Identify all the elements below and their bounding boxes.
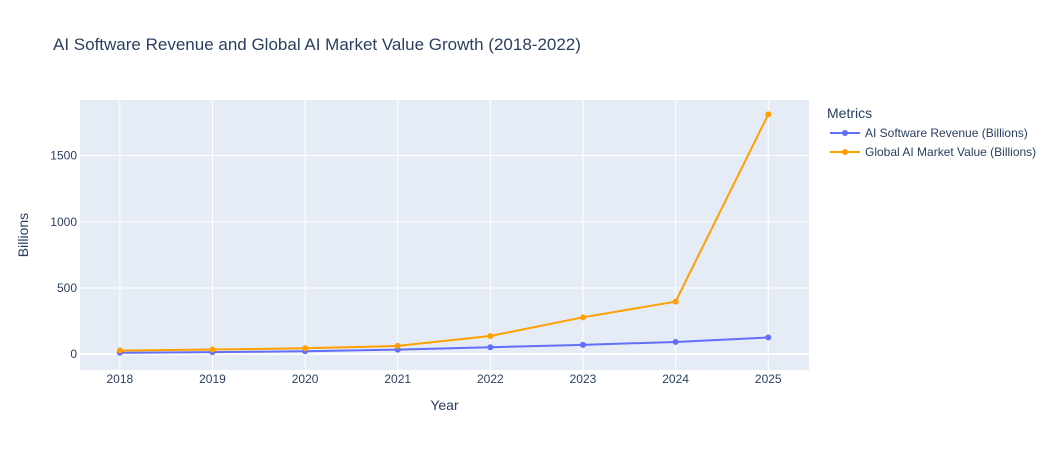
data-point[interactable] — [672, 298, 679, 305]
legend-item[interactable]: Global AI Market Value (Billions) — [830, 145, 1036, 159]
chart-title: AI Software Revenue and Global AI Market… — [53, 35, 581, 54]
data-point[interactable] — [765, 334, 772, 341]
data-point[interactable] — [579, 314, 586, 321]
data-point[interactable] — [487, 344, 494, 351]
x-tick-label: 2022 — [477, 372, 504, 386]
data-point[interactable] — [672, 338, 679, 345]
x-axis-ticks: 2018 2019 2020 2021 2022 2023 2024 2025 — [106, 372, 781, 386]
grid-lines — [80, 100, 809, 370]
x-tick-label: 2025 — [755, 372, 782, 386]
x-tick-label: 2021 — [384, 372, 411, 386]
x-axis-title: Year — [430, 397, 459, 413]
y-tick-label: 1500 — [50, 149, 77, 163]
y-tick-label: 500 — [57, 281, 77, 295]
legend: Metrics AI Software Revenue (Billions) Gl… — [827, 105, 1036, 159]
legend-marker — [842, 130, 848, 136]
data-point[interactable] — [302, 345, 309, 352]
legend-title: Metrics — [827, 105, 872, 121]
y-tick-label: 1000 — [50, 215, 77, 229]
data-point[interactable] — [487, 332, 494, 339]
legend-item[interactable]: AI Software Revenue (Billions) — [830, 126, 1028, 140]
legend-marker — [842, 149, 848, 155]
data-point[interactable] — [394, 342, 401, 349]
x-tick-label: 2020 — [292, 372, 319, 386]
plot-area — [80, 100, 809, 370]
legend-items: AI Software Revenue (Billions) Global AI … — [830, 126, 1036, 159]
series-layer — [116, 111, 772, 356]
x-tick-label: 2018 — [106, 372, 133, 386]
legend-label: Global AI Market Value (Billions) — [865, 145, 1036, 159]
legend-label: AI Software Revenue (Billions) — [865, 126, 1028, 140]
series-line — [119, 336, 769, 354]
y-axis-title: Billions — [15, 213, 31, 257]
x-tick-label: 2023 — [570, 372, 597, 386]
data-point[interactable] — [765, 111, 772, 118]
x-tick-label: 2024 — [662, 372, 689, 386]
data-point[interactable] — [116, 347, 123, 354]
series-2 — [116, 111, 772, 354]
y-tick-label: 0 — [70, 347, 77, 361]
data-point[interactable] — [579, 341, 586, 348]
series-line — [119, 113, 770, 352]
data-point[interactable] — [209, 346, 216, 353]
x-tick-label: 2019 — [199, 372, 226, 386]
y-axis-ticks: 0 500 1000 1500 — [50, 149, 77, 362]
